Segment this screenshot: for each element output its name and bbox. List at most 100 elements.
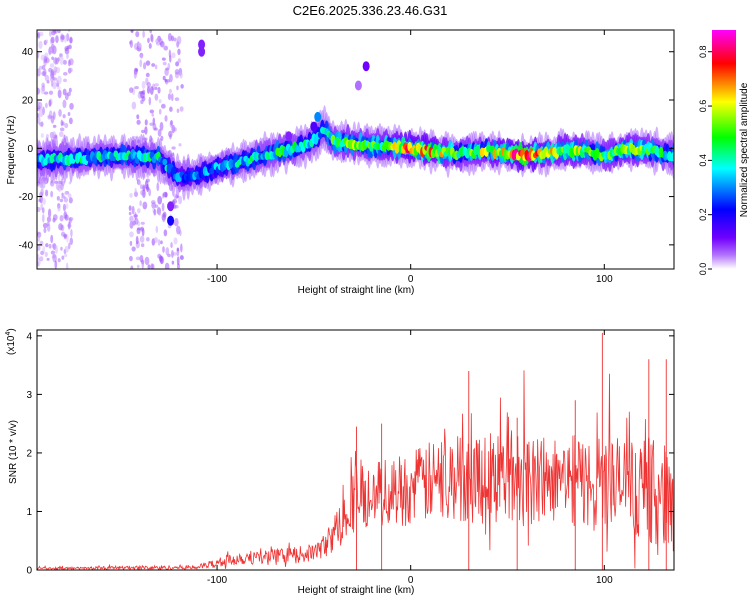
noise-dot-1 [154,64,158,70]
noise-dot-1 [135,235,139,245]
noise-dot-0 [48,67,53,73]
noise-dot-0 [65,203,69,210]
noise-dot-1 [164,78,167,83]
noise-dot-1 [141,129,145,134]
noise-dot-0 [50,190,54,198]
snr-ylabel: SNR (10 * v/v) [8,420,19,484]
noise-dot-1 [171,93,174,102]
noise-dot-0 [38,40,43,49]
snr-ytick-label: 1 [26,507,32,518]
noise-dot-1 [139,59,143,68]
noise-dot-0 [67,193,72,198]
noise-dot-1 [159,121,164,131]
noise-dot-0 [43,91,49,95]
noise-dot-1 [149,30,153,34]
spectrogram-image [37,30,674,269]
noise-dot-0 [57,258,61,263]
noise-dot-0 [56,79,59,85]
noise-dot-0 [52,81,57,90]
noise-dot-0 [62,88,67,96]
noise-dot-1 [158,108,162,115]
snr-scale-suffix: ) [6,328,17,331]
noise-dot-0 [63,34,67,43]
snr-background [37,330,674,570]
noise-dot-0 [37,206,41,212]
ridge-core [162,158,168,166]
noise-dot-0 [57,204,61,212]
noise-dot-0 [50,80,54,87]
noise-dot-0 [50,250,56,255]
noise-dot-0 [40,86,46,95]
noise-dot-1 [171,260,175,265]
spectrogram-xtick-label: -100 [207,274,227,285]
spectrogram-xtick-label: 0 [408,274,414,285]
spectral-feature-5 [198,46,206,57]
noise-dot-1 [171,249,174,258]
snr-scale-exponent: 4 [5,332,12,336]
noise-dot-0 [37,68,41,77]
noise-dot-0 [60,182,64,191]
snr-panel: -100 0 100 0 1 2 3 4 Height of straight line (k… [5,328,675,596]
noise-dot-0 [64,245,69,253]
noise-dot-0 [37,236,41,243]
noise-dot-0 [40,133,44,138]
noise-dot-1 [158,99,162,104]
noise-dot-0 [64,122,69,129]
noise-dot-0 [38,65,43,70]
noise-dot-1 [141,80,146,90]
noise-dot-1 [176,225,181,235]
noise-dot-0 [37,182,41,188]
spectrogram-frame [36,29,675,270]
noise-dot-0 [59,131,64,138]
noise-dot-0 [39,122,44,127]
noise-dot-0 [68,117,73,125]
colorbar-gradient [712,30,736,269]
noise-dot-1 [142,30,145,38]
noise-dot-1 [177,48,181,56]
noise-dot-1 [176,256,180,266]
noise-dot-1 [140,54,143,60]
noise-dot-0 [66,91,71,97]
snr-scale-note: (x104) [5,328,17,355]
noise-dot-0 [54,245,58,254]
noise-dot-1 [162,191,168,198]
noise-dot-0 [37,51,40,59]
noise-dot-1 [180,84,184,89]
colorbar-tick-label: 0.4 [698,154,708,167]
noise-dot-1 [167,62,171,70]
noise-dot-0 [51,30,56,36]
noise-dot-1 [129,255,133,262]
noise-dot-0 [47,58,51,62]
noise-dot-1 [145,72,150,78]
noise-dot-0 [59,127,65,132]
noise-dot-1 [148,43,152,49]
noise-dot-0 [69,37,73,44]
noise-dot-0 [62,59,67,65]
noise-dot-1 [173,127,177,132]
noise-dot-1 [144,119,148,126]
snr-ticks: -100 0 100 0 1 2 3 4 [26,330,674,586]
noise-dot-1 [147,37,150,44]
noise-dot-0 [42,198,47,205]
colorbar-label: Normalized spectral amplitude [739,82,750,217]
noise-dot-0 [59,56,64,65]
noise-dot-0 [40,250,44,256]
noise-dot-1 [146,81,151,88]
spectral-feature-3 [354,80,362,91]
noise-dot-1 [139,200,142,207]
spectral-feature-2 [362,61,370,72]
noise-dot-1 [148,96,152,106]
noise-dot-1 [157,128,162,137]
spectrogram-ytick-label: 20 [22,96,34,107]
snr-ytick-label: 3 [26,390,32,401]
noise-dot-0 [39,256,44,262]
noise-dot-0 [37,107,40,111]
noise-dot-1 [142,202,148,206]
noise-dot-1 [153,208,157,216]
noise-dot-1 [172,252,177,256]
colorbar-tick-label: 0.2 [698,208,708,221]
noise-dot-1 [148,188,151,197]
noise-dot-0 [62,99,67,109]
noise-dot-1 [129,221,134,229]
noise-dot-0 [57,89,62,99]
